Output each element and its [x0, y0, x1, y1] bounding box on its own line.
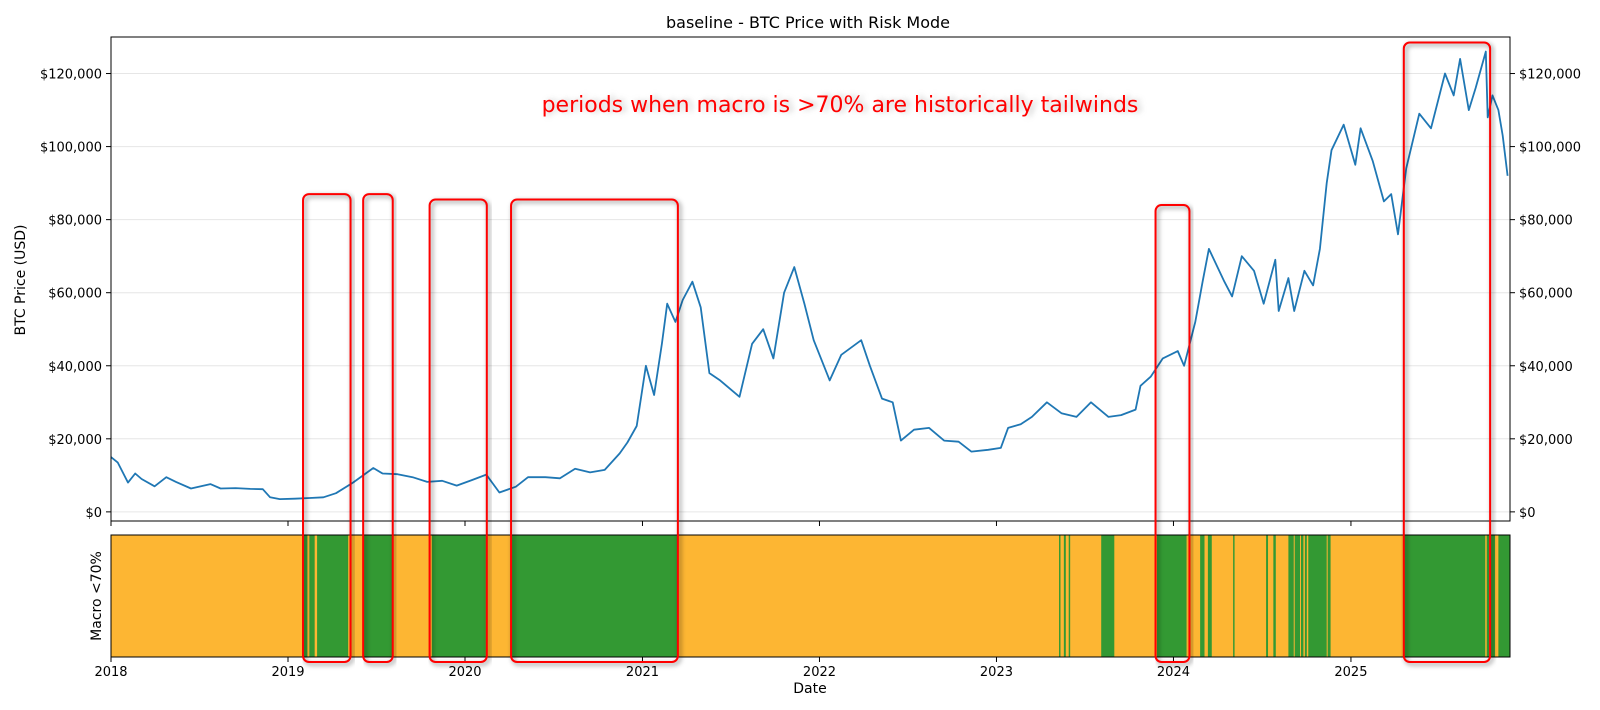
- strip-y-label: Macro <70%: [89, 551, 105, 641]
- highlight-box: [510, 198, 679, 664]
- macro-above-70-period: [1486, 535, 1490, 657]
- y-tick-label-right: $120,000: [1519, 68, 1581, 83]
- y-tick-label-right: $0: [1519, 506, 1536, 521]
- y-tick-label-left: $80,000: [48, 214, 102, 229]
- macro-risk-strip: 2018 2019 2020 2021 2022 2023 2024 2025: [94, 534, 1511, 680]
- date-x-tick-label: 2020: [448, 665, 481, 680]
- macro-above-70-period: [1101, 535, 1115, 657]
- highlight-box-shadow: [303, 194, 355, 666]
- y-tick-label-left: $60,000: [48, 287, 102, 302]
- y-tick-label-left: $20,000: [48, 433, 102, 448]
- price-plot-area: $0 $0 $20,000 $20,000 $40,000 $40,000 $60,000 $…: [40, 36, 1581, 526]
- highlight-box: [302, 193, 352, 664]
- macro-above-70-period: [432, 535, 486, 657]
- chart-title: baseline - BTC Price with Risk Mode: [666, 13, 950, 32]
- date-x-tick-label: 2019: [271, 665, 304, 680]
- macro-above-70-period: [1156, 535, 1187, 657]
- annotation-text-shadow: periods when macro is >70% are historica…: [546, 93, 1143, 118]
- y-axis-ticks: $0 $0 $20,000 $20,000 $40,000 $40,000 $60,000 $…: [40, 68, 1581, 521]
- macro-above-70-period: [1308, 535, 1327, 657]
- macro-above-70-period: [363, 535, 393, 657]
- highlight-box: [1402, 41, 1492, 663]
- macro-above-70-period: [1207, 535, 1212, 657]
- macro-above-70-period: [317, 535, 349, 657]
- date-x-tick-label: 2021: [626, 665, 659, 680]
- x-axis-label: Date: [793, 681, 826, 697]
- annotation-text: periods when macro is >70% are historica…: [542, 93, 1139, 118]
- date-x-tick-label: 2022: [803, 665, 836, 680]
- date-x-tick-label: 2018: [94, 665, 127, 680]
- macro-above-70-period: [1403, 535, 1486, 657]
- macro-above-70-period: [1059, 535, 1061, 657]
- macro-above-70-periods: [303, 535, 1510, 657]
- price-x-ticks: [110, 521, 1352, 526]
- highlight-box-shadow: [1156, 205, 1193, 666]
- annotation: periods when macro is >70% are historica…: [542, 93, 1143, 118]
- macro-above-70-period: [1294, 535, 1301, 657]
- macro-above-70-period: [1498, 535, 1510, 657]
- y-tick-label-right: $100,000: [1519, 141, 1581, 156]
- highlight-box: [428, 198, 488, 664]
- highlight-box-shadow: [1404, 42, 1494, 666]
- highlight-box-shadow: [511, 200, 682, 666]
- macro-above-70-period: [1200, 535, 1205, 657]
- macro-above-70-period: [1273, 535, 1276, 657]
- y-tick-label-left: $100,000: [40, 141, 102, 156]
- date-x-tick-label: 2024: [1157, 665, 1190, 680]
- y-axis-label: BTC Price (USD): [13, 224, 29, 335]
- macro-above-70-period: [1300, 535, 1304, 657]
- y-tick-label-right: $40,000: [1519, 360, 1573, 375]
- btc-price-line: [110, 50, 1509, 500]
- date-x-ticks: 2018 2019 2020 2021 2022 2023 2024 2025: [94, 657, 1367, 680]
- highlight-box-shadow: [363, 194, 397, 666]
- macro-above-70-period: [1063, 535, 1066, 657]
- macro-above-70-period: [1233, 535, 1235, 657]
- highlight-box: [1154, 204, 1191, 663]
- y-tick-label-right: $80,000: [1519, 214, 1573, 229]
- y-tick-label-left: $0: [85, 506, 102, 521]
- highlight-box: [362, 193, 394, 664]
- date-x-tick-label: 2025: [1334, 665, 1367, 680]
- macro-above-70-period: [1327, 535, 1331, 657]
- macro-above-70-period: [309, 535, 315, 657]
- macro-above-70-period: [1266, 535, 1269, 657]
- price-plot-frame: [110, 36, 1511, 522]
- macro-above-70-period: [1288, 535, 1294, 657]
- y-gridlines: [111, 73, 1510, 513]
- highlight-boxes: [302, 41, 1494, 666]
- macro-above-70-period: [1068, 535, 1071, 657]
- strip-frame: [110, 534, 1511, 658]
- y-tick-label-left: $40,000: [48, 360, 102, 375]
- y-tick-label-right: $60,000: [1519, 287, 1573, 302]
- macro-above-70-period: [1304, 535, 1307, 657]
- y-tick-label-right: $20,000: [1519, 433, 1573, 448]
- macro-above-70-period: [511, 535, 678, 657]
- date-x-tick-label: 2023: [980, 665, 1013, 680]
- y-tick-label-left: $120,000: [40, 68, 102, 83]
- highlight-box-shadow: [430, 200, 491, 666]
